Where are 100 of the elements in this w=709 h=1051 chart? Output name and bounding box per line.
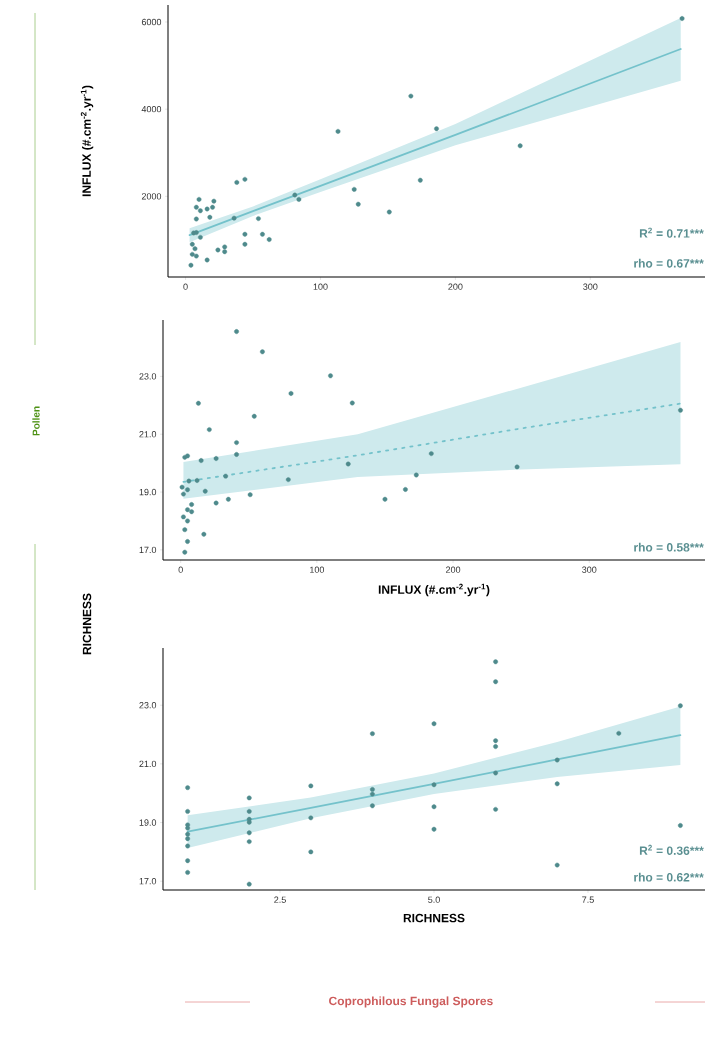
point [434, 126, 439, 132]
point [308, 815, 314, 821]
point [386, 209, 392, 215]
point [185, 507, 190, 513]
y-axis-title: INFLUX (#.cm$^{-2}$.yr$^{-1}$) [80, 85, 94, 197]
point [193, 253, 199, 259]
point [188, 262, 194, 268]
point [197, 208, 203, 214]
annotation: rho = 0.62*** [634, 872, 704, 882]
x-tick-label: 0 [183, 283, 188, 290]
y-tick-label: 21.0 [139, 760, 157, 768]
x-tick-label: 100 [313, 283, 328, 290]
x-tick-label: 2.5 [274, 896, 286, 903]
x-tick-label: 200 [446, 566, 461, 573]
point [196, 197, 202, 202]
point [554, 781, 560, 787]
point [246, 881, 252, 887]
point [251, 413, 257, 419]
point [193, 204, 199, 210]
point [328, 373, 333, 379]
point [246, 795, 252, 801]
point [355, 201, 361, 207]
y-tick-label: 2000 [141, 193, 162, 200]
point [181, 491, 186, 497]
point [204, 257, 210, 263]
y-tick-label: 17.0 [139, 878, 157, 885]
point [288, 391, 294, 396]
annotation: rho = 0.58*** [634, 542, 704, 552]
point [242, 176, 248, 182]
point [431, 721, 437, 727]
point [242, 241, 248, 247]
point [677, 703, 683, 709]
point [189, 502, 194, 507]
y-tick-label: 4000 [141, 105, 162, 113]
point [370, 731, 375, 737]
point [231, 215, 237, 221]
point [370, 791, 375, 797]
text: Pollen [32, 406, 40, 436]
point [246, 809, 252, 814]
point [201, 531, 207, 537]
point [185, 843, 191, 849]
point [260, 231, 265, 237]
point [616, 730, 622, 736]
point [308, 783, 314, 789]
point [189, 241, 195, 247]
x-tick-label: 7.5 [582, 896, 594, 903]
point [222, 244, 228, 250]
x-tick-label: 300 [582, 566, 597, 573]
point [260, 349, 265, 355]
point [417, 177, 423, 183]
point [679, 16, 685, 21]
point [213, 456, 219, 461]
point [213, 500, 219, 506]
point [370, 803, 375, 809]
point [266, 237, 272, 242]
point [677, 823, 683, 828]
point [179, 484, 185, 490]
line-series [182, 402, 682, 483]
point [185, 518, 190, 524]
point [210, 204, 215, 210]
point [335, 129, 341, 134]
point [285, 477, 291, 483]
y-tick-label: 23.0 [139, 702, 157, 709]
point [181, 514, 186, 520]
point [493, 679, 498, 685]
point [431, 826, 437, 832]
annotation: R$^{2}$ = 0.71*** [639, 227, 704, 238]
point [413, 472, 419, 478]
point [185, 539, 190, 544]
point [234, 452, 239, 457]
point [514, 464, 520, 470]
y-tick-label: 17.0 [139, 546, 157, 554]
y-tick-label: 6000 [141, 18, 162, 26]
point [185, 870, 191, 875]
point [185, 836, 191, 842]
point [493, 770, 498, 776]
point [493, 659, 498, 665]
point [428, 451, 434, 456]
y-tick-label: 19.0 [139, 488, 157, 496]
point [185, 809, 191, 814]
x-axis-title: RICHNESS [403, 913, 465, 923]
point [194, 478, 200, 483]
point [225, 496, 231, 502]
point [234, 180, 240, 185]
point [192, 246, 198, 252]
point [403, 487, 408, 492]
point [193, 216, 199, 222]
point [204, 206, 210, 212]
x-tick-label: 0 [178, 566, 183, 573]
point [198, 458, 204, 463]
point [517, 143, 523, 149]
x-axis-title: INFLUX (#.cm$^{-2}$.yr$^{-1}$) [378, 583, 490, 597]
point [215, 247, 221, 253]
x-tick-label: 5.0 [428, 896, 440, 903]
point [493, 738, 498, 744]
point [202, 488, 208, 494]
point [185, 858, 191, 864]
y-tick-label: 19.0 [139, 819, 157, 826]
y-tick-label: 23.0 [139, 373, 157, 380]
point [206, 427, 212, 432]
